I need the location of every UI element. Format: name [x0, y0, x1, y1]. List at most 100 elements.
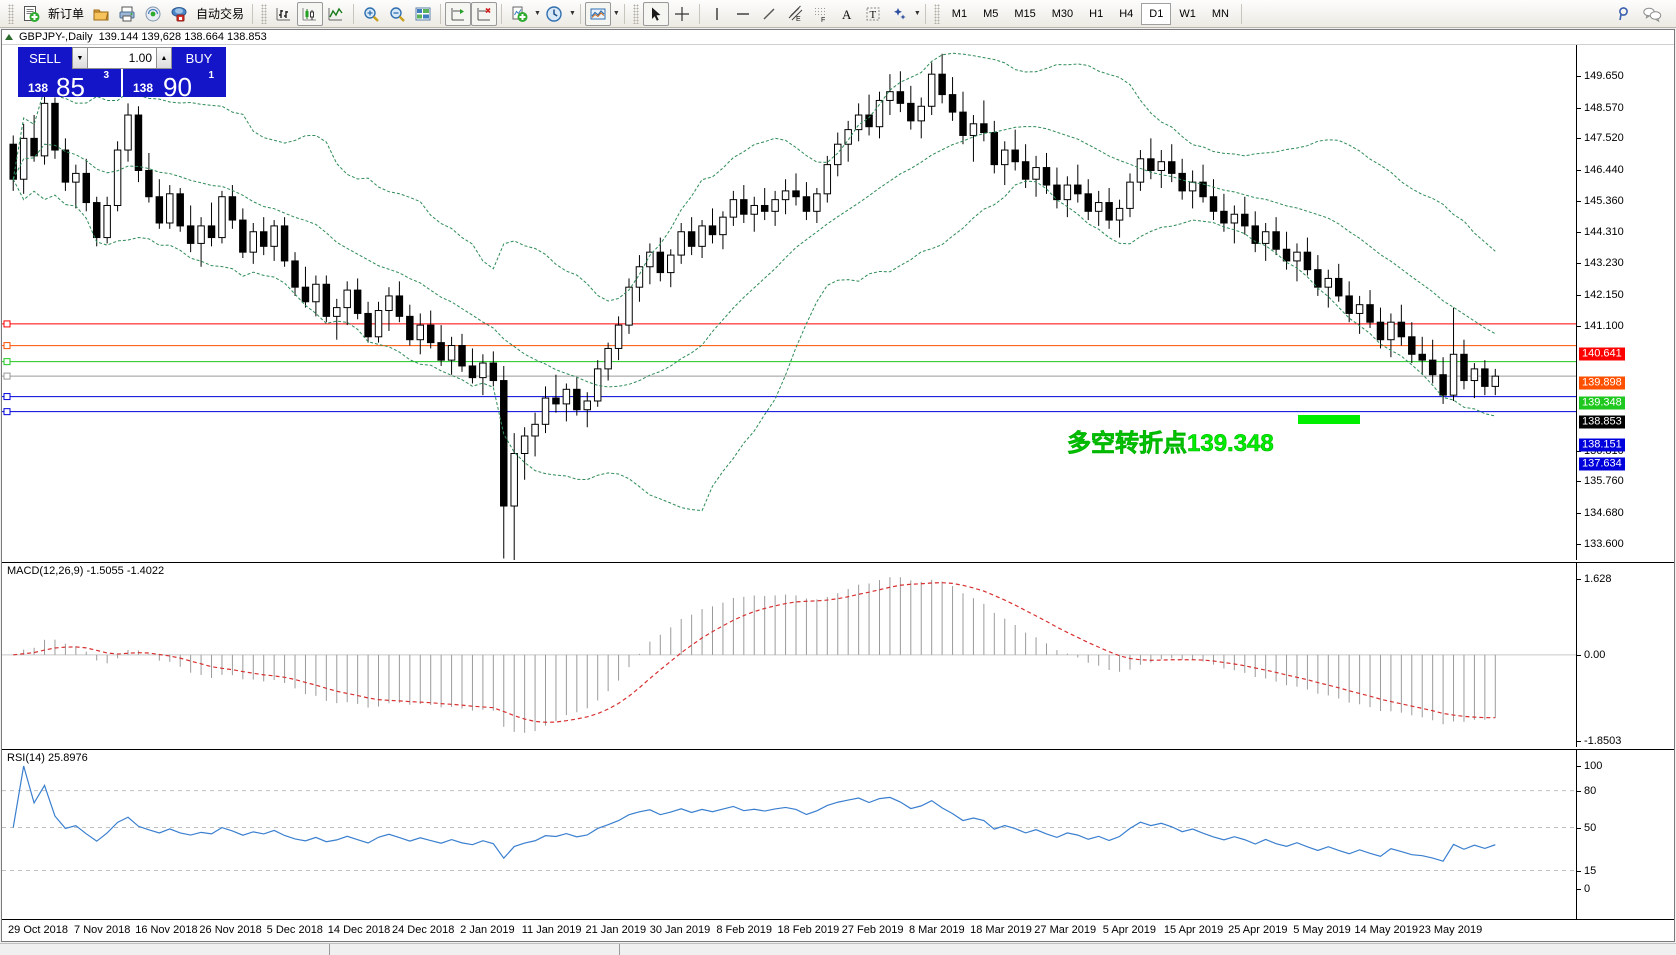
rsi-tick [1577, 766, 1581, 767]
autotrading-label[interactable]: 自动交易 [196, 7, 245, 21]
price-tick [1577, 325, 1581, 327]
price-tick-label: 133.600 [1584, 538, 1624, 551]
price-tick-label: 134.680 [1584, 506, 1624, 519]
price-level-badge[interactable]: 140.641 [1579, 347, 1625, 361]
chat-icon[interactable] [1638, 2, 1666, 26]
time-axis-label: 11 Jan 2019 [521, 924, 582, 936]
timeframe-button-h4[interactable]: H4 [1119, 7, 1134, 20]
new-order-label[interactable]: 新订单 [48, 7, 85, 21]
chart-shift-icon[interactable] [445, 1, 472, 26]
price-scale[interactable]: 149.650 148.570 147.520 146.440 145.360 144.3… [1576, 45, 1674, 560]
time-axis-label: 8 Feb 2019 [716, 924, 773, 936]
auto-scroll-icon[interactable] [471, 1, 498, 26]
price-level-badge[interactable]: 138.853 [1579, 415, 1625, 429]
macd-pane[interactable]: MACD(12,26,9) -1.5055 -1.4022 1.628 0.00 -… [2, 562, 1674, 747]
printer-icon[interactable] [114, 2, 140, 26]
find-icon[interactable] [1612, 2, 1638, 26]
toolbar-separator-9 [1240, 3, 1242, 24]
chevron-down-icon-4[interactable]: ▼ [913, 10, 921, 17]
price-tick-label: 143.230 [1584, 257, 1624, 270]
toolbar-grip-3[interactable] [632, 3, 639, 24]
timeframe-button-m5[interactable]: M5 [983, 7, 999, 20]
price-tick-label: 141.100 [1584, 319, 1624, 332]
toolbar-separator-7 [698, 3, 700, 24]
time-axis-label: 25 Apr 2019 [1228, 924, 1288, 936]
volume-decrease-button[interactable]: ▼ [72, 47, 88, 69]
chevron-down-icon-2[interactable]: ▼ [568, 10, 576, 17]
timeframe-button-m30[interactable]: M30 [1051, 7, 1074, 20]
chart-annotation-label: 多空转折点139.348 [1067, 430, 1274, 458]
tile-windows-icon[interactable] [410, 2, 436, 26]
chart-titlebar: GBPJPY-,Daily 139.144 139,628 138.664 13… [2, 30, 1674, 45]
zoom-in-icon[interactable] [358, 2, 384, 26]
folder-icon[interactable] [88, 2, 114, 26]
price-plot-area[interactable]: 多空转折点139.348 [2, 45, 1576, 560]
toolbar-grip[interactable] [8, 3, 14, 24]
sell-button[interactable]: SELL [18, 47, 72, 69]
rsi-tick-label: 100 [1584, 760, 1603, 772]
network-icon[interactable] [140, 2, 166, 26]
autotrading-icon[interactable] [166, 2, 192, 26]
timeframe-button-w1[interactable]: W1 [1179, 7, 1196, 20]
line-chart-icon[interactable] [323, 2, 349, 26]
rsi-plot-area[interactable]: RSI(14) 25.8976 [2, 750, 1576, 919]
timeframe-button-m15[interactable]: M15 [1014, 7, 1036, 20]
toolbar-grip-4[interactable] [933, 3, 940, 24]
price-tick [1577, 76, 1581, 78]
timeframe-button-d1[interactable]: D1 [1141, 2, 1172, 25]
price-level-badge[interactable]: 139.898 [1579, 376, 1625, 390]
vertical-line-icon[interactable] [704, 2, 730, 26]
main-toolbar: 新订单 [0, 0, 1676, 28]
toolbar-separator-2 [353, 3, 355, 24]
timeframe-button-m1[interactable]: M1 [951, 7, 968, 20]
price-pane[interactable]: 多空转折点139.348 149.650 148.570 147.520 146.44… [2, 45, 1674, 560]
toolbar-grip-2[interactable] [261, 3, 268, 24]
price-level-badge[interactable]: 137.634 [1579, 457, 1625, 471]
timeframe-button-mn[interactable]: MN [1211, 7, 1229, 20]
period-icon[interactable] [541, 2, 567, 26]
chevron-down-icon-3[interactable]: ▼ [612, 10, 620, 17]
zoom-out-icon[interactable] [384, 2, 410, 26]
candlestick-chart-icon[interactable] [297, 1, 324, 26]
chart-ohlc-readout: 139.144 139,628 138.664 138.853 [98, 31, 267, 43]
price-tick [1577, 294, 1581, 296]
bar-chart-icon[interactable] [271, 2, 297, 26]
trendline-icon[interactable] [756, 2, 782, 26]
price-tick [1577, 107, 1581, 109]
volume-input[interactable]: 1.00 [88, 47, 156, 69]
one-click-trading-panel: SELL ▼ 1.00 ▲ BUY 138 85 3 138 90 1 [18, 47, 226, 100]
chart-menu-triangle-icon[interactable] [5, 34, 13, 40]
volume-increase-button[interactable]: ▲ [156, 47, 172, 69]
text-label-icon[interactable]: T [860, 2, 886, 26]
toolbar-separator-3 [440, 3, 442, 24]
status-bar [0, 943, 1676, 955]
new-order-button[interactable] [18, 2, 44, 26]
fibonacci-icon[interactable]: E [782, 2, 808, 26]
time-axis-label: 24 Dec 2018 [391, 924, 455, 936]
buy-button[interactable]: BUY [172, 47, 226, 69]
time-axis-label: 27 Feb 2019 [841, 924, 904, 936]
text-icon[interactable]: A [834, 2, 860, 26]
shapes-icon[interactable] [886, 2, 912, 26]
macd-tick [1577, 579, 1581, 580]
chevron-down-icon[interactable]: ▼ [534, 10, 541, 17]
rsi-pane[interactable]: RSI(14) 25.8976 100 80 50 15 0 [2, 749, 1674, 919]
macd-plot-area[interactable]: MACD(12,26,9) -1.5055 -1.4022 [2, 563, 1576, 747]
sell-price-display[interactable]: 138 85 3 [18, 69, 121, 100]
price-tick [1577, 544, 1581, 546]
timeframe-button-h1[interactable]: H1 [1089, 7, 1104, 20]
fibo-fan-icon[interactable]: F [808, 2, 834, 26]
crosshair-icon[interactable] [669, 2, 695, 26]
price-level-badge[interactable]: 138.151 [1579, 438, 1625, 452]
buy-price-display[interactable]: 138 90 1 [123, 69, 226, 100]
rsi-label: RSI(14) 25.8976 [7, 752, 88, 764]
time-axis-label: 29 Oct 2018 [8, 924, 68, 936]
templates-icon[interactable] [584, 1, 611, 26]
horizontal-line-icon[interactable] [730, 2, 756, 26]
price-tick [1577, 138, 1581, 140]
time-axis-label: 7 Nov 2018 [74, 924, 131, 936]
cursor-icon[interactable] [642, 1, 669, 26]
add-indicator-icon[interactable] [506, 2, 532, 26]
price-level-badge[interactable]: 139.348 [1579, 396, 1625, 410]
timeframe-group: M1 M5 M15 M30 H1 H4 D1 W1 MN [944, 2, 1237, 25]
